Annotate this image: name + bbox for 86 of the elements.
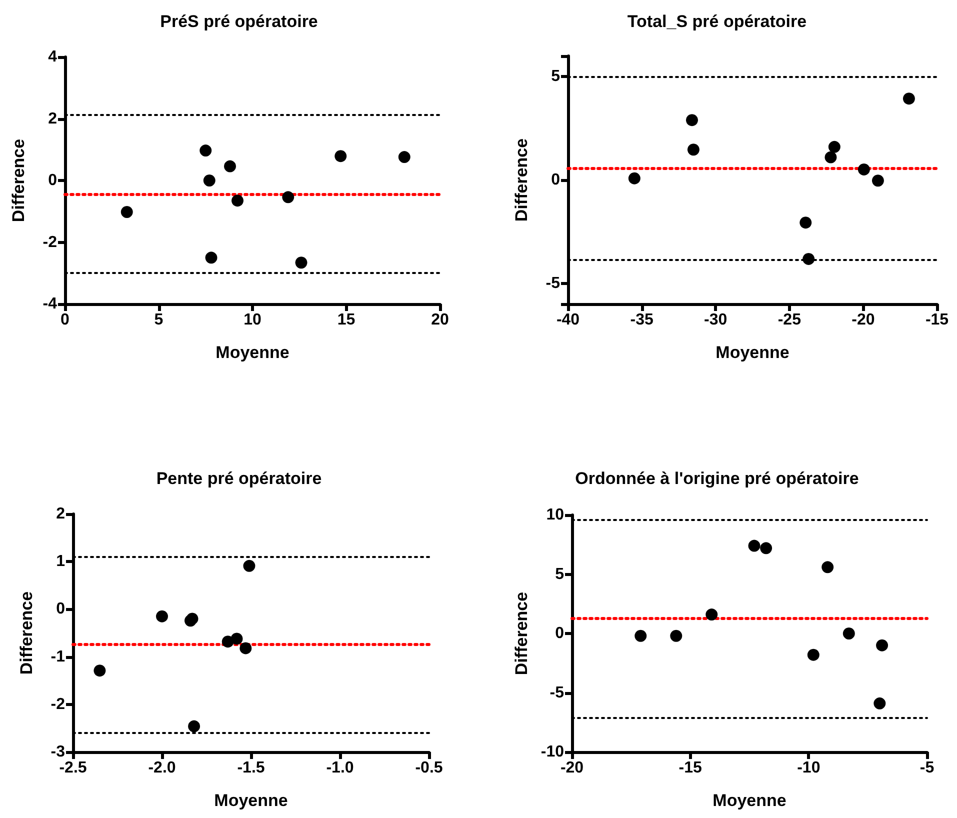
y-axis-title: Difference	[9, 138, 28, 222]
x-tick-label: -35	[630, 312, 654, 328]
point	[686, 114, 698, 126]
x-tick-label: -2.5	[59, 760, 87, 776]
x-tick-label: -5	[920, 760, 934, 776]
y-tick-label: -10	[540, 744, 564, 760]
x-axis-title: Moyenne	[216, 343, 290, 362]
point	[872, 174, 884, 187]
y-tick-label: 5	[555, 566, 564, 583]
y-tick-label: 0	[48, 172, 58, 189]
point	[224, 160, 236, 172]
chart-title: Pente pré opératoire	[156, 469, 322, 488]
x-tick-label: 20	[431, 312, 449, 328]
y-tick-label: 10	[546, 506, 564, 524]
x-tick-label: -1.5	[237, 760, 265, 776]
x-tick-label: 10	[244, 312, 262, 328]
point	[807, 648, 820, 661]
y-tick-label: -3	[50, 744, 66, 760]
point	[760, 542, 772, 554]
point	[670, 630, 682, 642]
point	[874, 697, 886, 710]
point	[634, 630, 647, 642]
point	[188, 720, 200, 732]
point	[230, 632, 243, 645]
x-tick-label: -20	[852, 312, 875, 328]
y-tick-label: 4	[48, 48, 58, 66]
x-axis-title: Moyenne	[716, 343, 790, 362]
point	[232, 194, 244, 207]
point	[203, 174, 216, 186]
x-tick-label: -1.0	[326, 760, 354, 776]
y-tick-label: 5	[551, 68, 560, 86]
y-axis-title: Difference	[512, 592, 531, 676]
y-axis-title: Difference	[17, 591, 36, 675]
y-tick-label: 1	[56, 553, 66, 570]
point	[824, 151, 837, 164]
x-tick-label: -25	[778, 312, 802, 328]
point	[398, 151, 410, 164]
point	[156, 610, 168, 622]
point	[205, 252, 218, 264]
point	[876, 639, 888, 652]
point	[858, 163, 870, 176]
x-tick-label: -20	[560, 760, 584, 776]
y-tick-label: 2	[48, 110, 58, 128]
point	[902, 92, 915, 105]
point	[120, 206, 133, 218]
point	[800, 216, 812, 229]
x-tick-label: -15	[678, 760, 702, 776]
point	[282, 191, 294, 204]
point	[822, 561, 834, 574]
point	[200, 144, 212, 157]
point	[802, 252, 815, 265]
point	[243, 560, 256, 572]
point	[687, 144, 700, 156]
x-tick-label: 5	[154, 312, 164, 328]
y-tick-label: 0	[56, 600, 66, 618]
y-tick-label: -1	[50, 648, 66, 666]
x-axis-title: Moyenne	[712, 791, 786, 810]
y-tick-label: -5	[550, 684, 564, 702]
point	[295, 256, 308, 269]
chart-title: Ordonnée à l'origine pré opératoire	[575, 469, 859, 488]
x-tick-label: -10	[797, 760, 820, 776]
point	[842, 628, 855, 640]
point	[706, 608, 718, 621]
y-tick-label: -2	[50, 696, 66, 713]
chart-title: PréS pré opératoire	[160, 12, 318, 31]
y-tick-label: 0	[555, 625, 564, 642]
point	[828, 140, 840, 153]
point	[94, 664, 106, 677]
x-tick-label: -30	[704, 312, 728, 328]
point	[748, 540, 760, 552]
y-tick-label: 2	[56, 506, 66, 522]
point	[334, 150, 347, 162]
x-tick-label: 15	[337, 312, 356, 328]
chart-title: Total_S pré opératoire	[627, 12, 807, 31]
y-tick-label: -4	[42, 296, 58, 312]
x-tick-label: -40	[556, 312, 580, 328]
y-tick-label: -5	[546, 274, 560, 292]
x-tick-label: -2.0	[148, 760, 176, 776]
point	[240, 642, 252, 654]
point	[628, 172, 640, 184]
x-tick-label: -0.5	[415, 760, 443, 776]
y-tick-label: -2	[42, 234, 58, 251]
y-axis-title: Difference	[512, 138, 531, 222]
x-axis-title: Moyenne	[214, 791, 288, 810]
x-tick-label: -15	[925, 312, 949, 328]
y-tick-label: 0	[551, 172, 560, 188]
